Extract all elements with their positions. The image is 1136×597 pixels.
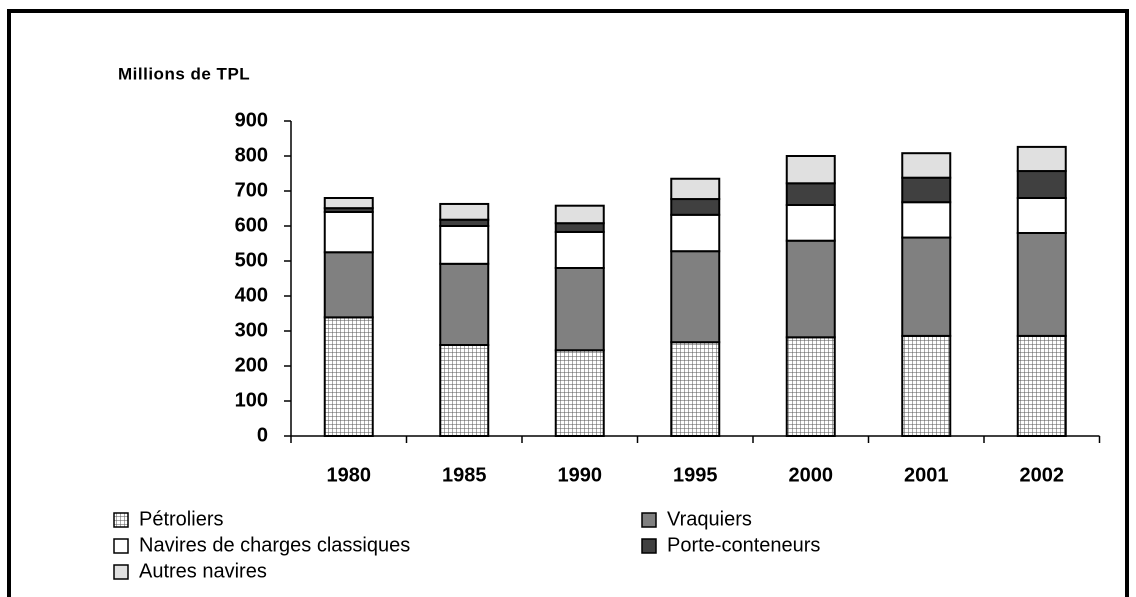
legend-swatch <box>113 538 129 554</box>
bar-segment <box>901 201 952 239</box>
legend-swatch <box>641 538 657 554</box>
y-tick-label: 400 <box>235 284 268 306</box>
bar-segment <box>785 239 836 339</box>
bar-segment <box>1016 197 1067 234</box>
bar-segment <box>554 222 605 233</box>
bar-segment <box>670 177 721 201</box>
bar-segment <box>1016 170 1067 200</box>
bar-segment <box>439 262 490 346</box>
bar-segment <box>1016 334 1067 437</box>
legend-swatch <box>113 512 129 528</box>
legend-swatch <box>113 564 129 580</box>
bar-segment <box>670 198 721 216</box>
y-axis-label: Millions de TPL <box>118 64 250 83</box>
bar-segment <box>901 152 952 179</box>
y-tick-label: 700 <box>235 179 268 201</box>
x-tick-label: 2001 <box>904 464 949 486</box>
bar-segment <box>554 230 605 269</box>
bar-segment <box>554 267 605 352</box>
x-tick-label: 1995 <box>673 464 718 486</box>
x-tick-label: 2002 <box>1020 464 1065 486</box>
bar-segment <box>323 211 374 254</box>
bar-segment <box>1016 232 1067 337</box>
y-tick-label: 800 <box>235 144 268 166</box>
bar-segment <box>785 204 836 242</box>
legend-label: Navires de charges classiques <box>139 534 410 556</box>
legend-label: Porte-conteneurs <box>667 534 820 556</box>
bar-segment <box>439 225 490 265</box>
y-tick-label: 500 <box>235 249 268 271</box>
bar-segment <box>554 204 605 225</box>
bar-segment <box>670 341 721 438</box>
bar-segment <box>785 155 836 185</box>
bar-segment <box>439 344 490 437</box>
y-tick-label: 900 <box>235 109 268 131</box>
bar-segment <box>439 202 490 221</box>
bar-segment <box>554 349 605 437</box>
bar-segment <box>901 236 952 337</box>
frame <box>7 9 1129 597</box>
y-tick-label: 200 <box>235 354 268 376</box>
bar-segment <box>785 182 836 207</box>
y-tick-label: 300 <box>235 319 268 341</box>
bar-segment <box>670 250 721 344</box>
bar-segment <box>901 176 952 204</box>
legend-label: Vraquiers <box>667 508 752 530</box>
x-tick-label: 1990 <box>558 464 603 486</box>
y-tick-label: 100 <box>235 389 268 411</box>
bar-segment <box>323 197 374 210</box>
bar-segment <box>901 334 952 437</box>
x-tick-label: 1980 <box>327 464 372 486</box>
legend-swatch <box>641 512 657 528</box>
bar-segment <box>1016 145 1067 173</box>
y-tick-label: 0 <box>257 424 268 446</box>
x-tick-label: 1985 <box>442 464 487 486</box>
bar-segment <box>785 336 836 437</box>
legend-label: Autres navires <box>139 560 267 582</box>
bar-segment <box>323 316 374 438</box>
x-tick-label: 2000 <box>789 464 834 486</box>
bar-segment <box>323 251 374 319</box>
bar-segment <box>670 213 721 253</box>
legend-label: Pétroliers <box>139 508 223 530</box>
y-tick-label: 600 <box>235 214 268 236</box>
